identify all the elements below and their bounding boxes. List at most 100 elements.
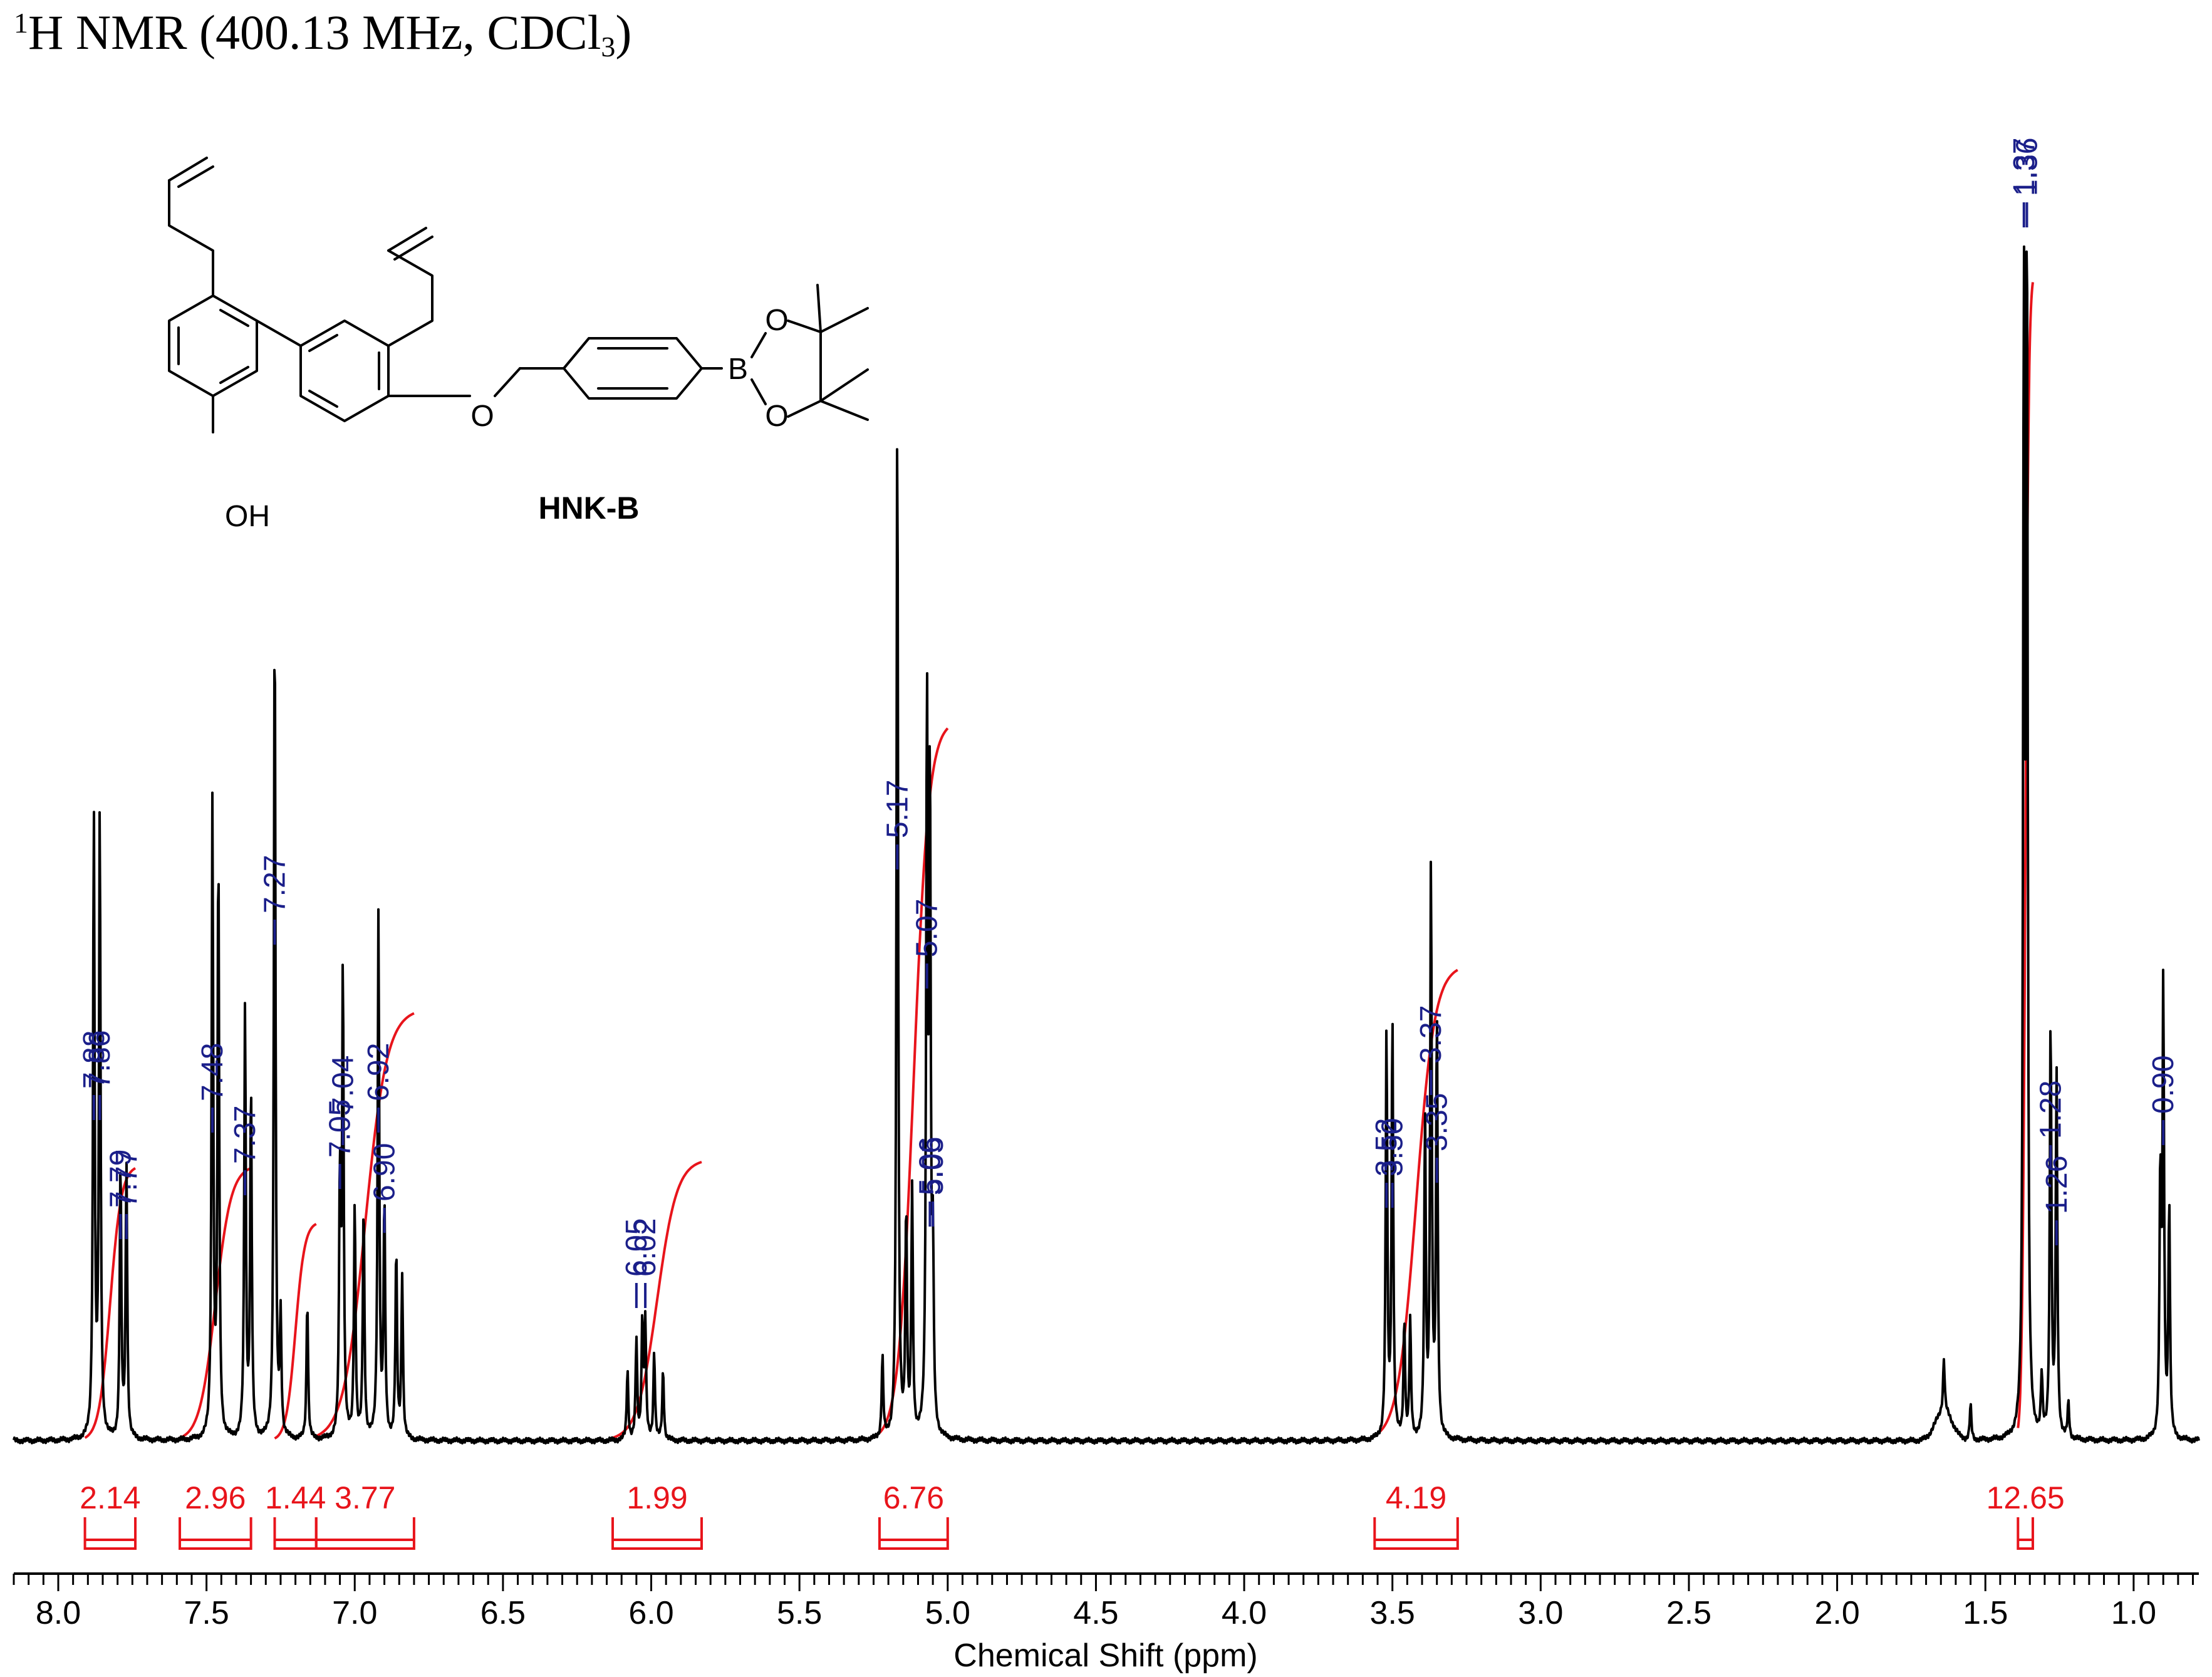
integral-bracket [1373,1517,1459,1550]
chart-title: 1H NMR (400.13 MHz, CDCl3) [14,5,631,63]
allyl-double-bond-a-inner [177,165,214,188]
title-subscript: 3 [601,31,615,63]
peak-label: 6.05 [620,1218,653,1277]
x-tick-label: 4.0 [1222,1595,1267,1631]
atom-o-upper: O [765,304,788,337]
methyl-bond-1 [816,284,822,333]
peak-label: 5.05 [916,1137,950,1195]
peak-label: 3.52 [1370,1118,1403,1176]
peak-label: 7.27 [258,855,291,913]
integral-value: 3.77 [335,1480,395,1515]
ring-a-inner-bond-2 [219,309,249,327]
x-tick-label: 1.0 [2111,1595,2156,1631]
atom-o-lower: O [765,400,788,433]
x-tick-label: 2.5 [1666,1595,1711,1631]
x-tick-label: 6.0 [628,1595,673,1631]
integral-bracket [273,1517,318,1550]
x-tick-label: 5.0 [925,1595,970,1631]
methyl-bond-4 [819,400,869,421]
biaryl-bond [256,319,302,347]
integral-curve [612,1161,702,1439]
x-tick-label: 3.0 [1518,1595,1563,1631]
peak-label: 7.86 [83,1031,117,1089]
integral-bracket [878,1517,949,1550]
integral-value: 2.96 [185,1480,246,1515]
x-tick-label: 6.5 [480,1595,526,1631]
peak-label: 3.35 [1421,1093,1454,1151]
peak-label: 5.06 [913,1137,947,1195]
integral-bracket [314,1517,415,1550]
peak-label: 1.26 [2040,1156,2074,1214]
peak-label: 7.88 [78,1031,111,1089]
ring-c [563,337,703,400]
boron-oxygen-bond-2 [750,378,767,405]
spectrum-trace [13,245,2200,1445]
title-superscript: 1 [14,7,28,39]
peak-label: 7.79 [104,1150,137,1208]
integral-brackets: 2.14 2.96 1.44 3.77 1.99 6.76 4.19 12.65 [80,1480,2065,1550]
allyl-double-bond-b-inner [393,236,434,261]
integral-curve [2017,282,2034,1428]
allyl-double-bond-a [168,157,208,182]
allyl-double-bond-b [387,227,427,252]
peak-labels: 7.887.86 7.797.77 7.487.37 7.27 7.057.04 6.92… [78,138,2180,1308]
integral-bracket [2017,1517,2034,1550]
pinacol-bond-1 [787,319,822,333]
x-tick-label: 7.0 [332,1595,377,1631]
peak-label: 1.28 [2034,1081,2067,1139]
ether-bond-2 [494,367,521,397]
x-tick-label: 5.5 [777,1595,822,1631]
integral-value: 2.14 [80,1480,140,1515]
compound-name: HNK-B [538,491,639,526]
x-axis-label: Chemical Shift (ppm) [953,1638,1257,1674]
ring-a [168,294,258,397]
peak-label: 7.77 [110,1150,143,1208]
methyl-bond-2 [819,307,869,333]
x-tick-label: 1.5 [1963,1595,2008,1631]
ring-b-inner-bond-3 [308,390,338,408]
peak-label: 7.37 [229,1106,262,1164]
x-tick-label: 2.0 [1814,1595,1859,1631]
atom-b: B [728,353,748,386]
allyl-chain-a [168,179,214,297]
integral-curve [274,1223,317,1440]
integral-value: 4.19 [1386,1480,1446,1515]
x-tick-label: 8.0 [36,1595,81,1631]
atom-o-ether: O [470,400,494,433]
peak-label: 5.17 [881,780,914,838]
integral-value: 1.99 [626,1480,687,1515]
title-main: H NMR (400.13 MHz, CDCl [28,5,601,60]
peak-label: 0.90 [2147,1056,2180,1114]
boron-oxygen-bond-1 [750,332,767,358]
integral-bracket [611,1517,703,1550]
title-close: ) [615,5,631,60]
peak-label: 7.05 [324,1099,357,1158]
peak-label: 1.36 [2011,138,2044,196]
pinacol-bond-2 [787,400,822,418]
ring-a-inner-bond-1 [219,366,249,384]
x-axis-ticks: 8.0 7.5 7.0 6.5 6.0 5.5 5.0 4.5 4.0 3.5 3.0 2.5 2.0 1… [13,1574,2194,1631]
ring-b-inner-bond-1 [308,334,338,352]
integral-bracket [179,1517,252,1550]
integral-bracket [83,1517,137,1550]
molecule-structure [168,157,869,434]
peak-label: 7.04 [326,1056,360,1114]
x-tick-label: 7.5 [184,1595,229,1631]
x-axis: 8.0 7.5 7.0 6.5 6.0 5.5 5.0 4.5 4.0 3.5 3.0 2.5 2.0 1… [13,1572,2199,1631]
peak-label: 3.50 [1376,1118,1410,1176]
integral-value: 6.76 [883,1480,944,1515]
integral-value: 12.65 [1986,1480,2065,1515]
x-tick-label: 3.5 [1370,1595,1415,1631]
integral-curve [1374,968,1458,1437]
ring-b [299,319,390,422]
peak-label: 6.92 [362,1043,395,1101]
peak-label: 6.02 [629,1218,662,1277]
peak-label: 1.37 [2008,138,2041,196]
atom-oh: OH [225,500,270,533]
peak-label: 5.07 [911,899,944,957]
integral-value: 1.44 [265,1480,326,1515]
peak-label: 3.37 [1415,1005,1448,1064]
peak-label: 6.90 [368,1143,402,1202]
peak-label: 7.48 [196,1043,229,1101]
